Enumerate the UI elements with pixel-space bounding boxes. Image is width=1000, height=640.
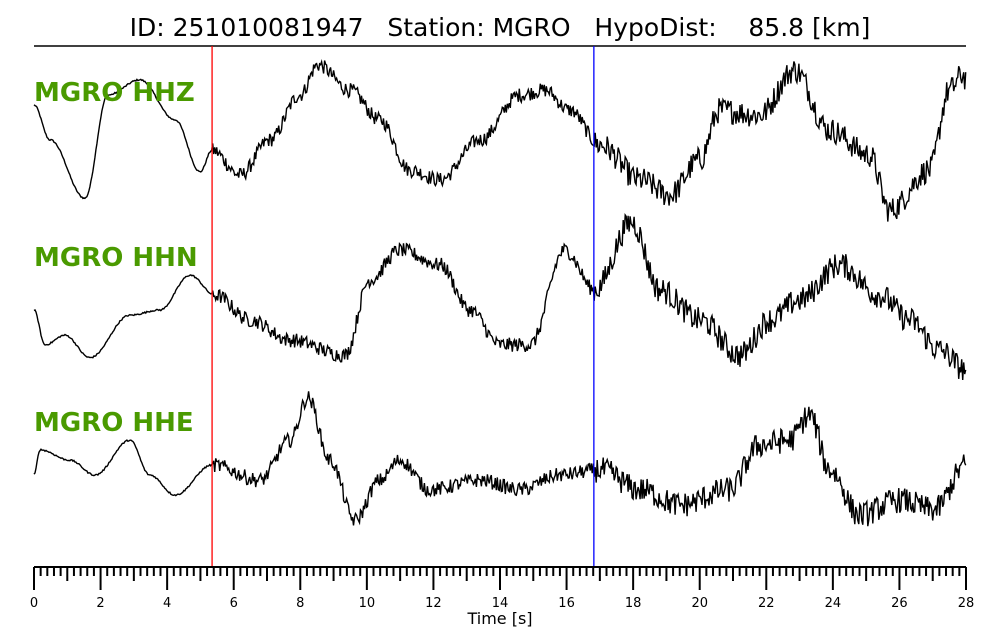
x-tick-label: 8 — [296, 596, 304, 611]
x-tick-label: 10 — [359, 596, 376, 611]
x-tick-label: 18 — [625, 596, 642, 611]
trace-mgro-hhn — [33, 212, 967, 381]
trace-label: MGRO HHN — [34, 243, 198, 273]
x-tick-label: 22 — [758, 596, 775, 611]
x-tick-label: 2 — [96, 596, 104, 611]
x-tick-label: 4 — [163, 596, 171, 611]
trace-label: MGRO HHE — [34, 408, 194, 438]
x-tick-label: 16 — [558, 596, 575, 611]
chart-title: ID: 251010081947 Station: MGRO HypoDist:… — [130, 13, 871, 42]
x-tick-label: 26 — [891, 596, 908, 611]
trace-mgro-hhz — [33, 59, 967, 222]
trace-mgro-hhe — [33, 391, 967, 527]
x-tick-label: 14 — [492, 596, 509, 611]
x-tick-label: 6 — [230, 596, 238, 611]
x-axis-label: Time [s] — [466, 609, 532, 628]
x-tick-label: 28 — [958, 596, 975, 611]
x-tick-label: 12 — [425, 596, 442, 611]
x-tick-label: 0 — [30, 596, 38, 611]
x-tick-label: 20 — [691, 596, 708, 611]
trace-label: MGRO HHZ — [34, 78, 195, 108]
x-tick-label: 24 — [825, 596, 842, 611]
